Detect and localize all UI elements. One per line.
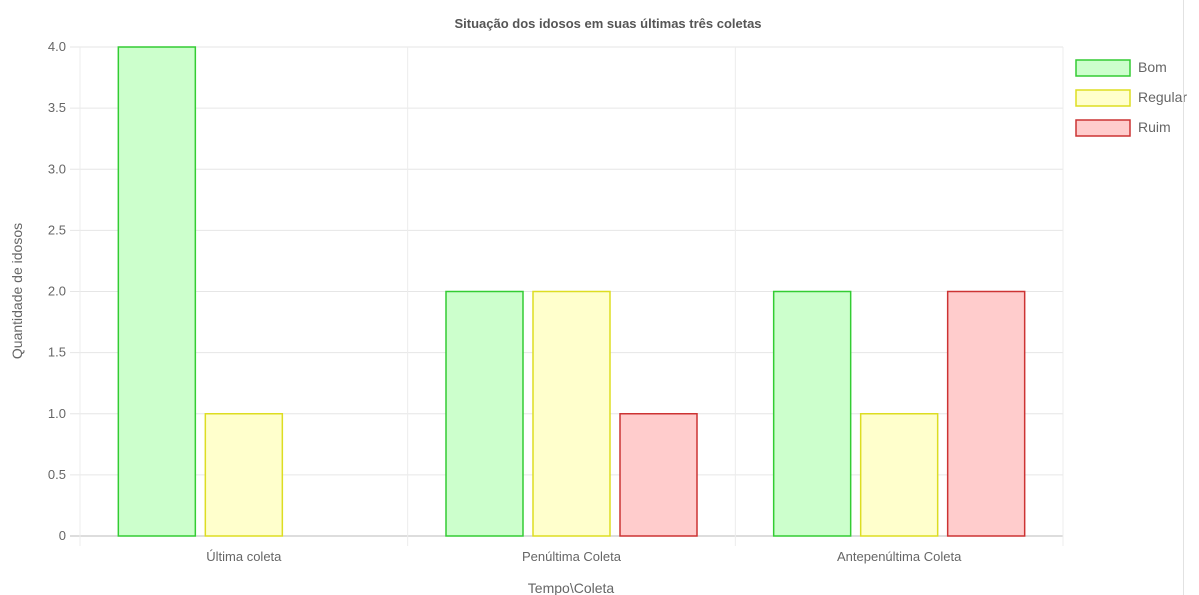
x-axis-label: Tempo\Coleta	[528, 580, 615, 595]
chart-title: Situação dos idosos em suas últimas três…	[454, 16, 761, 31]
bar-ruim[interactable]	[946, 290, 1026, 537]
y-tick-label: 3.5	[48, 100, 66, 115]
legend-swatch-regular[interactable]	[1075, 89, 1131, 107]
y-tick-label: 0.5	[48, 467, 66, 482]
y-tick-label: 2.0	[48, 284, 66, 299]
y-axis: 0 0.5 1.0 1.5 2.0 2.5 3.0 3.5 4.0	[48, 39, 66, 543]
x-tick-label: Antepenúltima Coleta	[837, 549, 962, 564]
legend-label-regular[interactable]: Regular	[1138, 89, 1187, 105]
y-tick-label: 3.0	[48, 161, 66, 176]
x-tick-label: Última coleta	[206, 549, 282, 564]
bar-regular[interactable]	[859, 413, 939, 537]
legend-swatch-ruim[interactable]	[1075, 119, 1131, 137]
y-tick-label: 1.0	[48, 406, 66, 421]
y-tick-label: 4.0	[48, 39, 66, 54]
y-tick-label: 1.5	[48, 345, 66, 360]
bar-regular[interactable]	[532, 290, 611, 537]
bar-ruim[interactable]	[619, 413, 698, 537]
y-tick-label: 0	[59, 528, 66, 543]
legend-label-ruim[interactable]: Ruim	[1138, 119, 1171, 135]
scrollbar-track[interactable]	[1183, 0, 1184, 595]
bar-regular[interactable]	[204, 413, 284, 537]
x-axis: Última coleta Penúltima Coleta Antepenúlti…	[206, 549, 962, 564]
x-tick-label: Penúltima Coleta	[522, 549, 622, 564]
y-axis-label: Quantidade de idosos	[9, 223, 25, 359]
legend[interactable]: Bom Regular Ruim	[1075, 59, 1187, 137]
bars	[117, 46, 1026, 537]
bar-bom[interactable]	[445, 290, 524, 537]
bar-bom[interactable]	[772, 290, 852, 537]
bar-bom[interactable]	[117, 46, 197, 537]
legend-swatch-bom[interactable]	[1075, 59, 1131, 77]
y-tick-label: 2.5	[48, 222, 66, 237]
legend-label-bom[interactable]: Bom	[1138, 59, 1167, 75]
